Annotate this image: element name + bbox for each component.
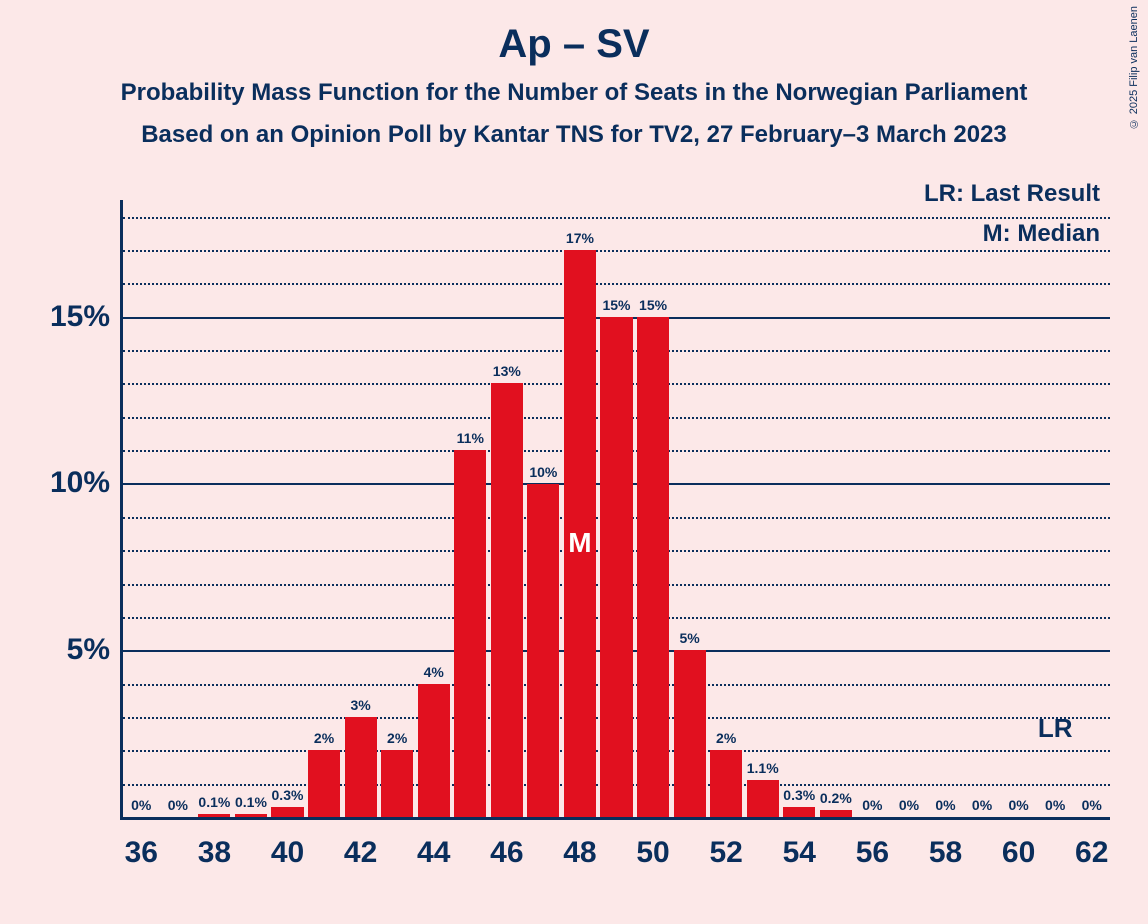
chart-area: 5%10%15% 3638404244464850525456586062 0%… (120, 200, 1110, 820)
bar: 2% (381, 750, 413, 817)
x-axis-label: 38 (198, 836, 231, 870)
y-axis (120, 200, 123, 820)
x-axis-label: 50 (636, 836, 669, 870)
x-axis-label: 60 (1002, 836, 1035, 870)
bar: 2% (710, 750, 742, 817)
chart-title: Ap – SV (0, 0, 1148, 67)
bar-value-label: 4% (424, 664, 444, 680)
bar: 5% (674, 650, 706, 817)
bar-value-label: 0% (131, 797, 151, 813)
bar-value-label: 0% (1008, 797, 1028, 813)
gridline-minor (123, 250, 1110, 252)
bar-value-label: 0% (972, 797, 992, 813)
x-axis-label: 48 (563, 836, 596, 870)
bar-value-label: 3% (350, 697, 370, 713)
bar-value-label: 0% (1045, 797, 1065, 813)
y-axis-label: 5% (67, 633, 110, 667)
bar-value-label: 2% (314, 730, 334, 746)
bar-value-label: 15% (639, 297, 667, 313)
bar-value-label: 2% (716, 730, 736, 746)
median-marker: M (568, 527, 591, 559)
chart-subtitle-1: Probability Mass Function for the Number… (0, 79, 1148, 107)
bar: 0.1% (235, 814, 267, 817)
bar-value-label: 0.2% (820, 790, 852, 806)
bar-value-label: 0.1% (198, 794, 230, 810)
bar-value-label: 1.1% (747, 760, 779, 776)
bar-value-label: 15% (602, 297, 630, 313)
x-axis-label: 62 (1075, 836, 1108, 870)
bar-value-label: 0.1% (235, 794, 267, 810)
bar: 4% (418, 684, 450, 817)
bar-value-label: 0% (899, 797, 919, 813)
x-axis-label: 36 (125, 836, 158, 870)
chart-subtitle-2: Based on an Opinion Poll by Kantar TNS f… (0, 121, 1148, 149)
bar: 0.3% (271, 807, 303, 817)
legend-m: M: Median (983, 220, 1100, 248)
bar-value-label: 17% (566, 230, 594, 246)
bar: 10% (527, 484, 559, 818)
x-axis-label: 42 (344, 836, 377, 870)
bar: 1.1% (747, 780, 779, 817)
bar-value-label: 0.3% (783, 787, 815, 803)
x-axis-label: 40 (271, 836, 304, 870)
bar-value-label: 11% (457, 430, 484, 446)
bar-value-label: 2% (387, 730, 407, 746)
bar: 0.1% (198, 814, 230, 817)
legend-lr: LR: Last Result (924, 180, 1100, 208)
x-axis-label: 44 (417, 836, 450, 870)
bar-value-label: 13% (493, 363, 521, 379)
bar: 15% (600, 317, 632, 817)
gridline-minor (123, 217, 1110, 219)
y-axis-label: 10% (50, 466, 110, 500)
bar: 0.3% (783, 807, 815, 817)
bar: 11% (454, 450, 486, 817)
x-axis (120, 817, 1110, 820)
bar-value-label: 0% (1082, 797, 1102, 813)
x-axis-label: 54 (783, 836, 816, 870)
bar: 15% (637, 317, 669, 817)
bar-value-label: 0% (168, 797, 188, 813)
x-axis-label: 58 (929, 836, 962, 870)
x-axis-label: 52 (709, 836, 742, 870)
gridline-minor (123, 283, 1110, 285)
x-axis-label: 56 (856, 836, 889, 870)
bar: 3% (345, 717, 377, 817)
copyright-text: © 2025 Filip van Laenen (1128, 6, 1140, 129)
bar-value-label: 10% (529, 464, 557, 480)
y-axis-label: 15% (50, 300, 110, 334)
bar: 13% (491, 383, 523, 817)
bar-value-label: 5% (679, 630, 699, 646)
bar-value-label: 0% (935, 797, 955, 813)
bar: 0.2% (820, 810, 852, 817)
bar-value-label: 0.3% (272, 787, 304, 803)
x-axis-label: 46 (490, 836, 523, 870)
bar: 2% (308, 750, 340, 817)
bar-value-label: 0% (862, 797, 882, 813)
lr-marker: LR (1038, 713, 1073, 744)
